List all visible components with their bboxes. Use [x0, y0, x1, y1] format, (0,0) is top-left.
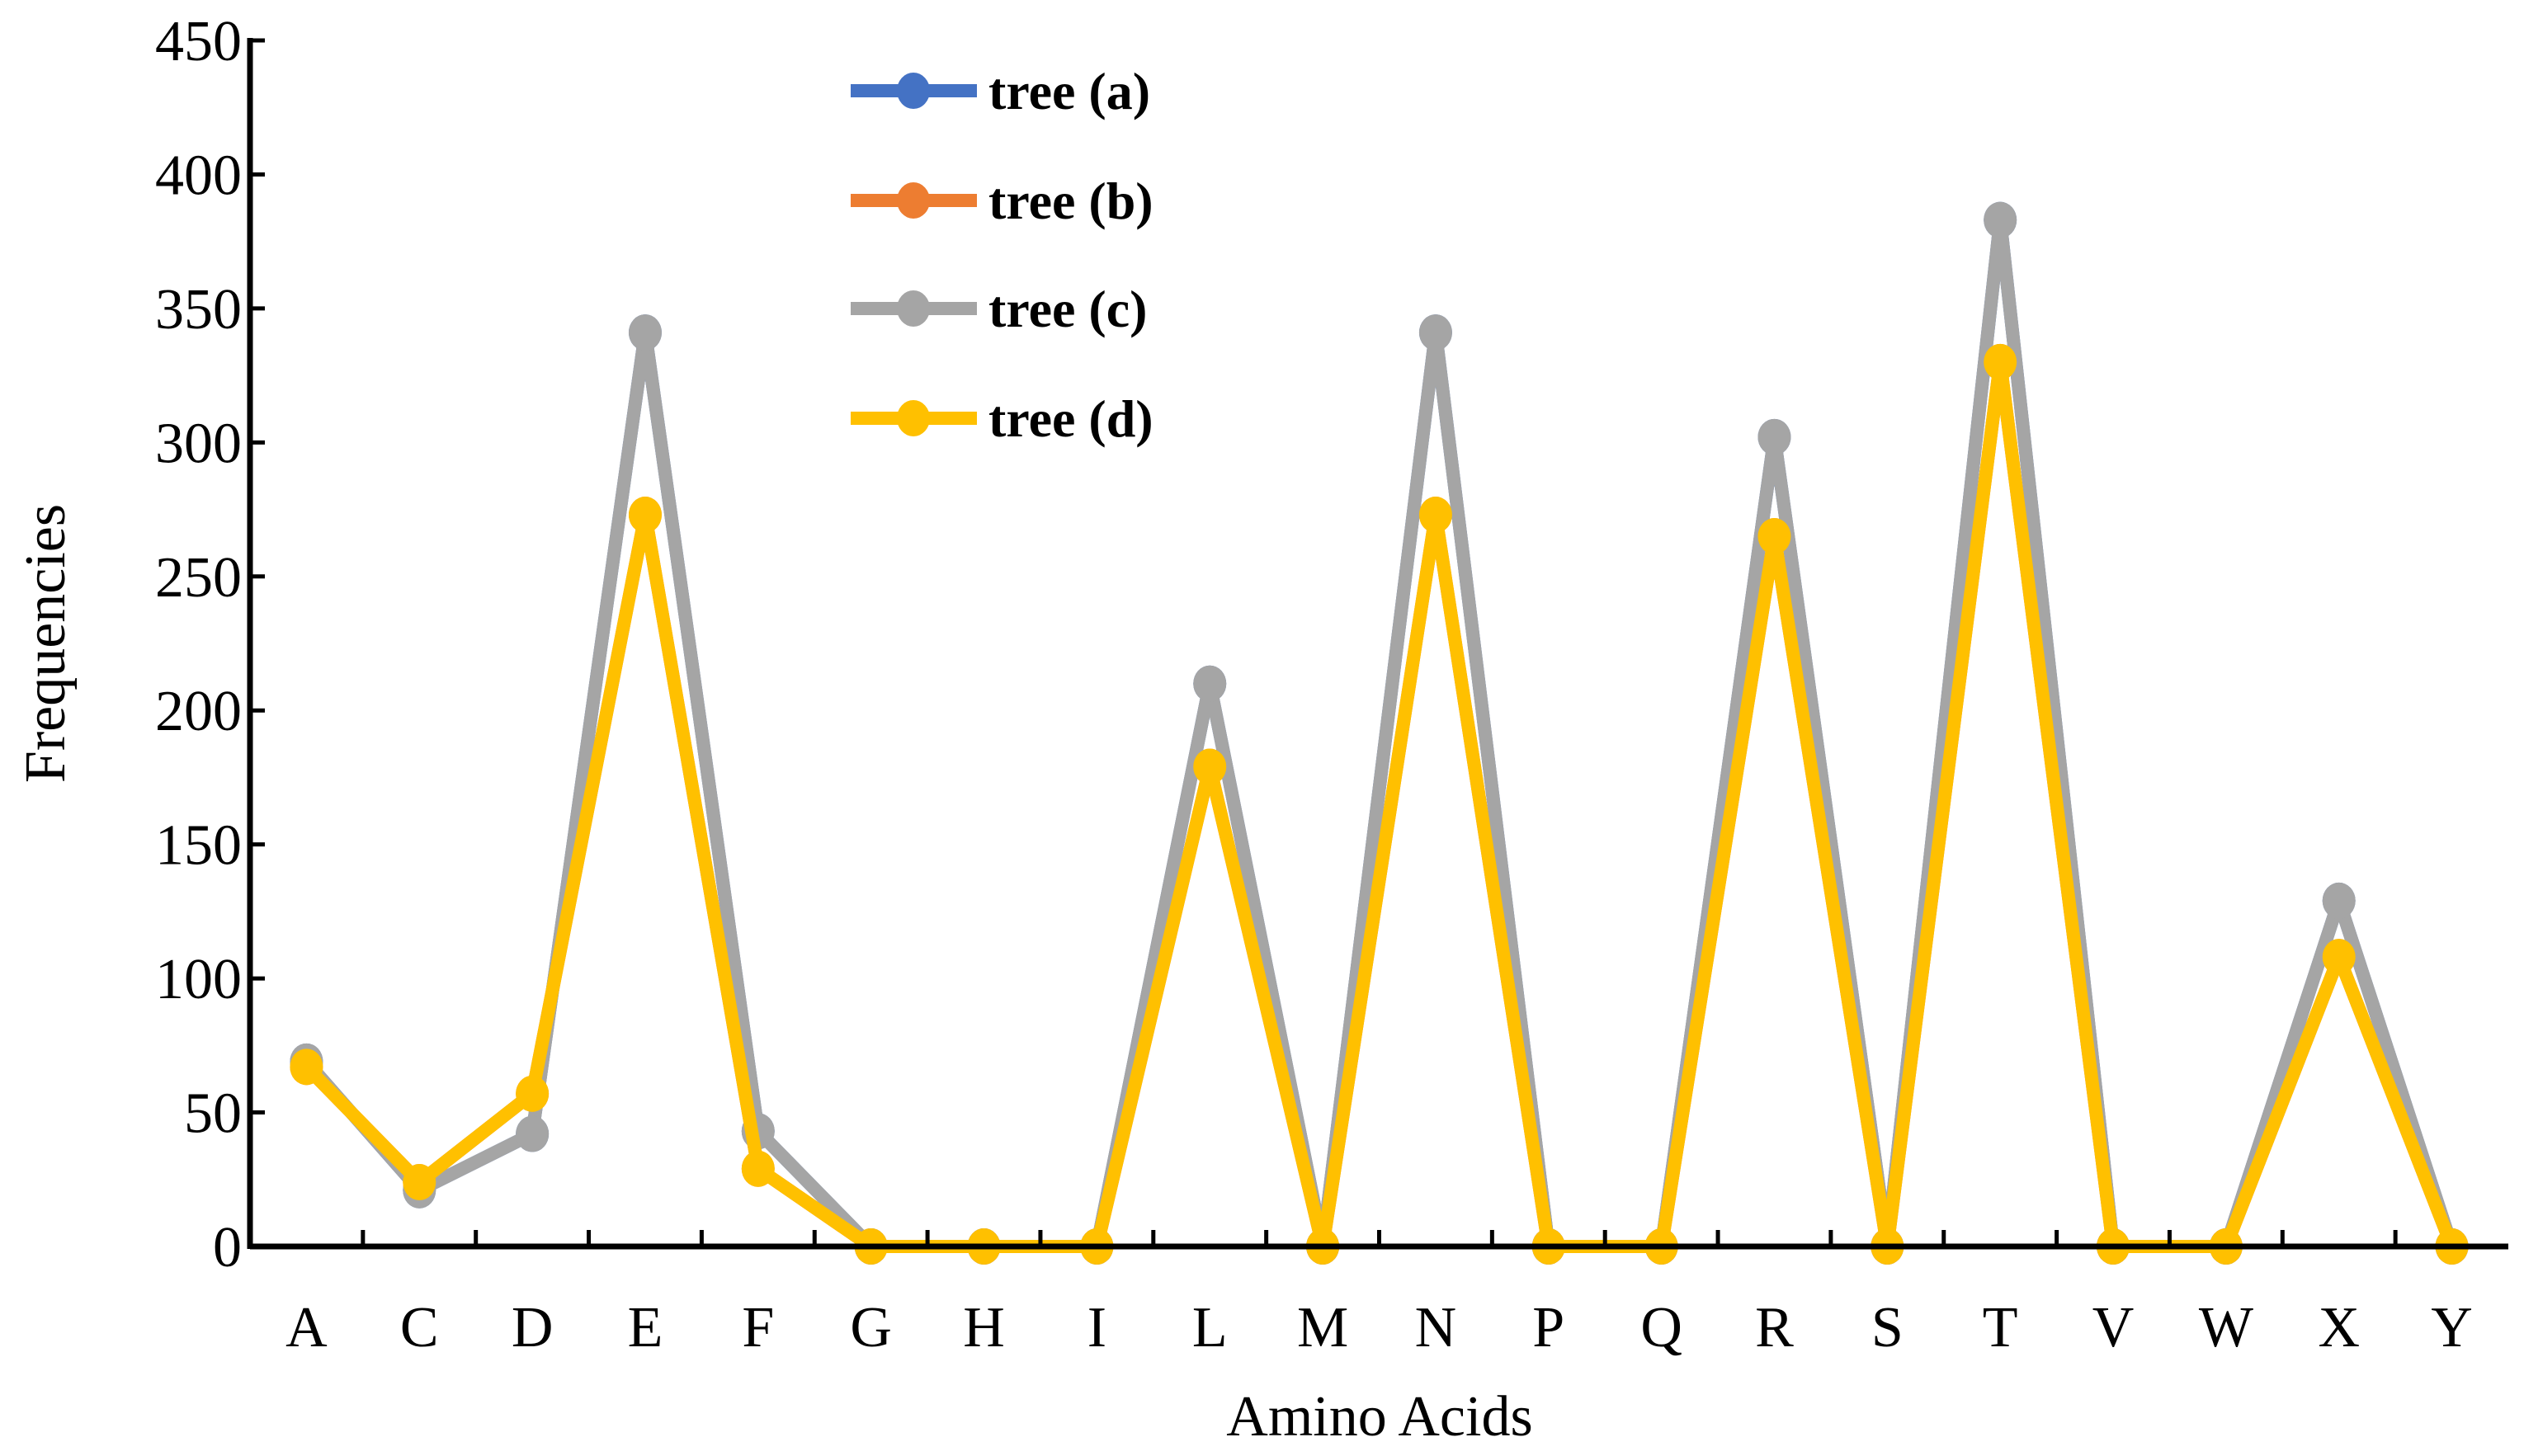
x-tick-label: I [1087, 1296, 1106, 1359]
data-point [516, 1115, 550, 1152]
x-tick-label: G [850, 1296, 892, 1359]
x-tick-label: Q [1640, 1296, 1682, 1359]
legend-swatch-marker [897, 290, 930, 327]
x-tick-label: W [2199, 1296, 2253, 1359]
data-point [628, 314, 662, 351]
x-tick-label: Y [2431, 1296, 2473, 1359]
legend-label: tree (b) [988, 172, 1153, 230]
legend-item: tree (c) [851, 280, 1147, 338]
y-axis-title: Frequencies [14, 504, 78, 783]
series-tree-c- [290, 201, 2469, 1265]
data-point [1193, 748, 1227, 785]
legend-item: tree (a) [851, 62, 1150, 120]
data-point [2322, 882, 2356, 919]
x-tick-label: L [1192, 1296, 1228, 1359]
legend-swatch-marker [897, 400, 930, 436]
y-tick-label: 100 [155, 948, 242, 1011]
x-tick-label: P [1532, 1296, 1564, 1359]
data-point [1418, 497, 1452, 534]
legend-swatch-marker [897, 73, 930, 109]
data-point [403, 1164, 436, 1201]
y-tick-label: 250 [155, 546, 242, 610]
data-point [1757, 518, 1791, 555]
series-tree-d- [290, 343, 2469, 1265]
legend-swatch-marker [897, 182, 930, 219]
series-line [301, 355, 2459, 1253]
x-axis-title: Amino Acids [1226, 1385, 1532, 1449]
legend-item: tree (b) [851, 172, 1153, 230]
data-point [516, 1075, 550, 1112]
y-tick-label: 450 [155, 10, 242, 73]
y-tick-label: 200 [155, 680, 242, 743]
x-tick-label: M [1297, 1296, 1348, 1359]
x-tick-label: V [2092, 1296, 2135, 1359]
x-tick-label: R [1755, 1296, 1794, 1359]
data-point [2322, 939, 2356, 976]
y-tick-label: 150 [155, 814, 242, 878]
series-layer [290, 201, 2469, 1265]
series-line [301, 213, 2459, 1253]
data-point [1757, 418, 1791, 455]
data-point [1418, 314, 1452, 351]
x-tick-label: C [400, 1296, 439, 1359]
legend-label: tree (a) [988, 62, 1150, 120]
y-tick-label: 300 [155, 412, 242, 475]
legend: tree (a) tree (b) tree (c) tree (d) [851, 62, 1153, 448]
y-tick-label: 0 [213, 1216, 242, 1279]
x-tick-label: D [512, 1296, 554, 1359]
series-tree-a- [290, 201, 2469, 1265]
data-point [1193, 665, 1227, 702]
data-point [1984, 343, 2017, 380]
data-point [628, 497, 662, 534]
y-tick-label: 350 [155, 278, 242, 342]
x-tick-label: N [1415, 1296, 1457, 1359]
x-tick-label: S [1871, 1296, 1904, 1359]
legend-label: tree (d) [988, 389, 1153, 448]
y-tick-label: 400 [155, 144, 242, 207]
series-line [301, 213, 2459, 1253]
axes-layer: A C D E F G H I L M N P Q R S T V W X Y 0 50 100 150 200 250 300 35… [155, 10, 2508, 1359]
x-tick-label: H [963, 1296, 1005, 1359]
x-tick-label: A [285, 1296, 328, 1359]
data-point [290, 1048, 323, 1086]
x-tick-label: F [742, 1296, 774, 1359]
data-point [1984, 201, 2017, 238]
x-tick-label: X [2318, 1296, 2360, 1359]
data-point [741, 1150, 775, 1187]
legend-item: tree (d) [851, 389, 1153, 448]
x-tick-label: T [1983, 1296, 2018, 1359]
y-tick-label: 50 [184, 1082, 242, 1146]
x-tick-label: E [628, 1296, 663, 1359]
legend-label: tree (c) [988, 280, 1147, 338]
